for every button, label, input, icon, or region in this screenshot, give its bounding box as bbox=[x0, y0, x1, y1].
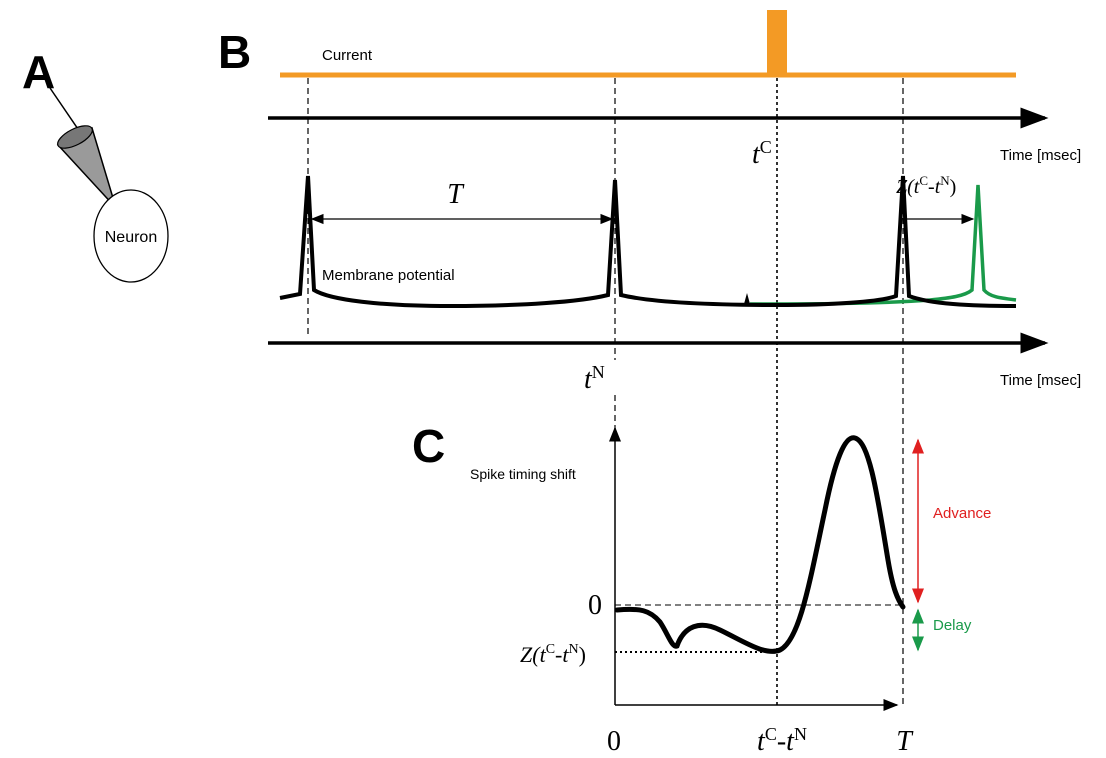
text-part: t bbox=[540, 642, 547, 667]
text-part: - bbox=[555, 642, 562, 667]
current-pulse bbox=[767, 10, 787, 75]
text-part: t bbox=[935, 176, 941, 198]
guides bbox=[307, 78, 904, 705]
time-label: Time [msec] bbox=[1000, 372, 1081, 389]
text-part: C bbox=[765, 724, 777, 744]
y-axis-label: Spike timing shift bbox=[470, 466, 576, 482]
time-label: Time [msec] bbox=[1000, 147, 1081, 164]
text-part: Z( bbox=[896, 176, 915, 198]
stim-blip bbox=[744, 293, 750, 304]
membrane-trace bbox=[279, 175, 1017, 309]
x-mid-label: tC-tN bbox=[757, 724, 807, 757]
neuron bbox=[93, 189, 169, 283]
panel-letter: A bbox=[22, 46, 55, 98]
panel-letter: B bbox=[218, 26, 251, 78]
advance-label: Advance bbox=[933, 505, 991, 522]
text-part: ) bbox=[579, 642, 586, 667]
text-part: N bbox=[568, 642, 578, 657]
text-part: t bbox=[562, 642, 569, 667]
current-label: Current bbox=[322, 47, 373, 64]
spike-time-label: tN bbox=[584, 362, 605, 395]
prc-curve bbox=[614, 435, 906, 654]
zero-label: 0 bbox=[588, 590, 602, 621]
text-part: C bbox=[546, 642, 555, 657]
text-part: N bbox=[592, 362, 605, 382]
stim-time-label: tC bbox=[752, 137, 772, 170]
x-origin-label: 0 bbox=[607, 726, 621, 757]
shifted-trace bbox=[749, 184, 1017, 306]
x-end-label: T bbox=[896, 726, 914, 757]
text-part: N bbox=[794, 724, 807, 744]
text-part: t bbox=[757, 726, 766, 757]
text-part: C bbox=[760, 137, 772, 157]
text-part: C bbox=[919, 173, 928, 188]
membrane-label: Membrane potential bbox=[322, 267, 455, 284]
period-label: T bbox=[447, 179, 465, 210]
neuron-label: Neuron bbox=[105, 229, 157, 246]
delay-label: Delay bbox=[933, 617, 972, 634]
text-part: t bbox=[584, 364, 593, 395]
text-part: t bbox=[914, 176, 920, 198]
text-part: ) bbox=[950, 176, 957, 198]
electrode-wire bbox=[49, 87, 81, 133]
text-part: - bbox=[777, 726, 786, 757]
electrode-base bbox=[57, 125, 93, 149]
text-part: t bbox=[752, 139, 761, 170]
text-part: N bbox=[940, 173, 950, 188]
text-part: Z( bbox=[520, 642, 541, 667]
shift-label: Z(tC-tN) bbox=[520, 642, 586, 667]
shift-label: Z(tC-tN) bbox=[896, 173, 956, 198]
text-part: - bbox=[928, 176, 935, 198]
text-part: t bbox=[786, 726, 795, 757]
panel-letter: C bbox=[412, 420, 445, 472]
